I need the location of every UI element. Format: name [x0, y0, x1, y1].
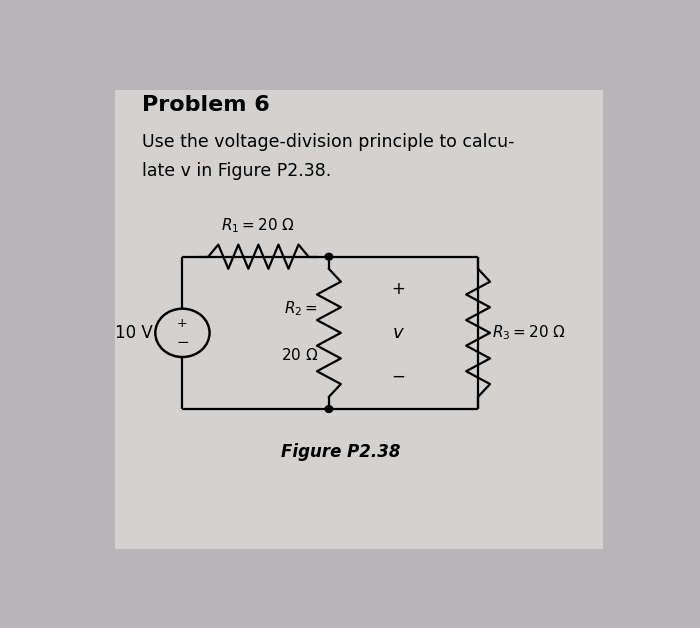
Circle shape [325, 253, 332, 260]
Circle shape [325, 406, 332, 413]
Text: +: + [177, 317, 188, 330]
Text: −: − [176, 335, 189, 350]
Text: Figure P2.38: Figure P2.38 [281, 443, 401, 461]
Text: Use the voltage-division principle to calcu-: Use the voltage-division principle to ca… [141, 133, 514, 151]
Text: $v$: $v$ [391, 324, 405, 342]
Text: $R_3 = 20\ \Omega$: $R_3 = 20\ \Omega$ [491, 323, 566, 342]
Text: 10 V: 10 V [115, 324, 153, 342]
Text: Problem 6: Problem 6 [141, 95, 270, 115]
Text: +: + [391, 280, 405, 298]
Text: $R_2 =$: $R_2 =$ [284, 300, 318, 318]
Text: late v in Figure P2.38.: late v in Figure P2.38. [141, 163, 331, 180]
Text: $20\ \Omega$: $20\ \Omega$ [281, 347, 318, 364]
Text: −: − [391, 367, 405, 386]
Text: $R_1 = 20\ \Omega$: $R_1 = 20\ \Omega$ [221, 216, 295, 235]
FancyBboxPatch shape [115, 90, 603, 550]
